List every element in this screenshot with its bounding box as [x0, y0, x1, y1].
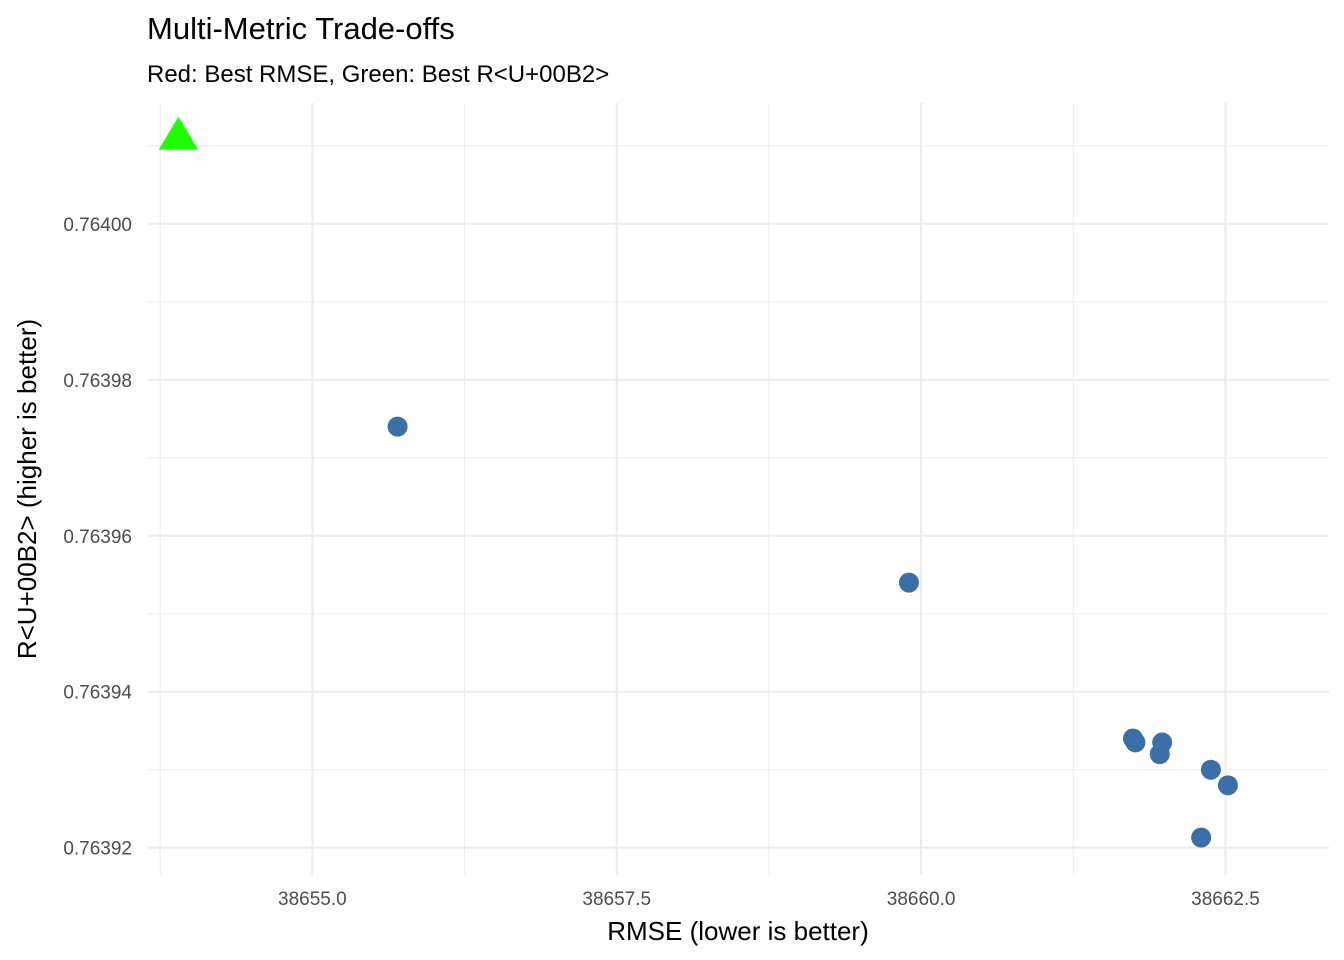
best-r2-point [158, 116, 199, 150]
y-tick-label-1: 0.76394 [63, 683, 132, 704]
y-tick-label-0: 0.76392 [63, 839, 132, 860]
y-tick-label-3: 0.76398 [63, 371, 132, 392]
y-axis-title: R<U+00B2> (higher is better) [12, 319, 42, 659]
data-point-1 [898, 572, 919, 593]
x-axis-title: RMSE (lower is better) [607, 916, 869, 946]
chart-subtitle: Red: Best RMSE, Green: Best R<U+00B2> [147, 61, 609, 88]
x-tick-labels: 38655.0 38657.5 38660.0 38662.5 [278, 889, 1260, 910]
data-point-7 [1200, 759, 1221, 780]
data-point-8 [1217, 775, 1238, 796]
chart-title: Multi-Metric Trade-offs [147, 11, 455, 46]
x-tick-label-3: 38662.5 [1191, 889, 1260, 910]
y-tick-labels: 0.76392 0.76394 0.76396 0.76398 0.76400 [63, 215, 132, 860]
minor-gridlines [148, 103, 1329, 875]
y-tick-label-2: 0.76396 [63, 527, 132, 548]
x-tick-label-0: 38655.0 [278, 889, 347, 910]
data-point-3 [1125, 732, 1146, 753]
data-point-0 [387, 416, 408, 437]
major-gridlines [148, 103, 1329, 875]
data-point-6 [1191, 827, 1212, 848]
data-point-5 [1152, 732, 1173, 753]
y-tick-label-4: 0.76400 [63, 215, 132, 236]
x-tick-label-2: 38660.0 [887, 889, 956, 910]
x-tick-label-1: 38657.5 [582, 889, 651, 910]
data-points [158, 116, 1238, 848]
